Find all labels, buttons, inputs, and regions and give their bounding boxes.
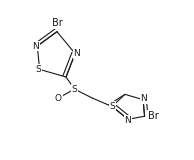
- Text: O: O: [55, 94, 62, 103]
- Text: N: N: [125, 116, 131, 124]
- Text: N: N: [140, 94, 147, 103]
- Text: Br: Br: [147, 111, 158, 121]
- Text: S: S: [71, 85, 77, 94]
- Text: N: N: [32, 41, 39, 51]
- Text: N: N: [73, 49, 80, 58]
- Text: Br: Br: [52, 18, 62, 28]
- Text: S: S: [109, 102, 115, 111]
- Text: S: S: [35, 65, 41, 74]
